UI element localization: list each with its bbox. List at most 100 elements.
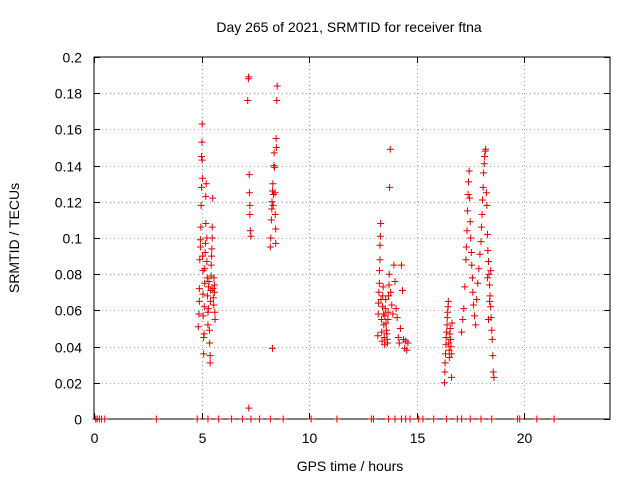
x-tick-label: 5 [199, 430, 207, 446]
y-tick-label: 0.04 [55, 340, 82, 356]
data-point [394, 334, 402, 342]
data-point [462, 243, 470, 251]
data-point [206, 339, 214, 347]
data-point [247, 232, 255, 240]
x-tick-label: 0 [91, 430, 99, 446]
data-point [199, 252, 207, 260]
data-point [266, 415, 274, 423]
x-tick-label: 20 [517, 430, 533, 446]
data-point [440, 379, 448, 387]
data-point [448, 319, 456, 327]
data-point [466, 415, 474, 423]
data-point [203, 274, 211, 282]
data-point [465, 178, 473, 186]
data-point [485, 258, 493, 266]
data-point [273, 96, 281, 104]
data-point [269, 180, 277, 188]
data-point [198, 120, 206, 128]
data-point [272, 225, 280, 233]
data-point [390, 261, 398, 269]
x-tick-label: 10 [302, 430, 318, 446]
data-point [466, 194, 474, 202]
data-point [196, 256, 204, 264]
data-point [238, 415, 246, 423]
data-point [388, 301, 396, 309]
data-point [482, 189, 490, 197]
data-point [270, 149, 278, 157]
data-point [468, 261, 476, 269]
data-point [211, 315, 219, 323]
data-point [465, 167, 473, 175]
data-point [381, 305, 389, 313]
y-tick-label: 0.02 [55, 376, 82, 392]
data-point [374, 332, 382, 340]
data-point [485, 270, 493, 278]
data-point [484, 247, 492, 255]
data-point [481, 153, 489, 161]
data-point [384, 315, 392, 323]
data-point [479, 196, 487, 204]
data-point [446, 325, 454, 332]
data-point [384, 308, 392, 316]
data-point [399, 286, 407, 294]
data-point [228, 415, 236, 423]
data-point [476, 250, 484, 258]
data-point [201, 279, 209, 287]
data-point [215, 415, 223, 423]
data-point [459, 315, 467, 323]
data-point [271, 210, 279, 218]
data-point [382, 319, 390, 327]
plot-frame [93, 56, 611, 420]
data-point [244, 96, 252, 104]
data-point [385, 292, 393, 300]
data-point [487, 267, 495, 275]
data-point [374, 299, 382, 307]
data-point [483, 201, 491, 209]
data-point [464, 191, 472, 199]
data-point [209, 194, 217, 202]
data-point [210, 281, 218, 289]
data-point [268, 198, 276, 206]
data-point [479, 183, 487, 191]
data-point [195, 310, 203, 318]
data-point [487, 303, 495, 311]
data-point [385, 281, 393, 289]
data-point [430, 415, 438, 423]
data-point [199, 267, 207, 275]
data-point [208, 252, 216, 260]
data-point [478, 210, 486, 218]
data-point [370, 415, 377, 423]
data-point [474, 279, 482, 287]
data-point [267, 234, 275, 242]
data-point [101, 415, 109, 423]
data-points [92, 73, 558, 423]
data-point [443, 328, 451, 336]
data-point [207, 297, 215, 305]
data-point [206, 352, 214, 360]
data-point [396, 325, 404, 332]
y-tick-label: 0.12 [55, 195, 82, 211]
data-point [247, 415, 255, 423]
data-point [489, 352, 497, 360]
data-point [391, 415, 399, 423]
data-point [198, 153, 205, 161]
data-point [209, 294, 217, 302]
data-point [211, 308, 219, 316]
data-point [376, 267, 384, 275]
data-point [195, 285, 203, 293]
data-point [205, 326, 213, 334]
data-point [480, 169, 488, 177]
data-point [269, 201, 277, 209]
data-point [490, 373, 498, 381]
data-point [202, 180, 210, 188]
data-point [468, 274, 476, 282]
data-point [271, 189, 279, 197]
data-point [208, 245, 216, 253]
data-point [483, 274, 491, 282]
data-point [377, 315, 385, 323]
data-point [375, 279, 383, 287]
grid [94, 57, 610, 419]
data-point [485, 315, 493, 323]
y-tick-label: 0.14 [55, 159, 82, 175]
data-point [466, 218, 474, 226]
